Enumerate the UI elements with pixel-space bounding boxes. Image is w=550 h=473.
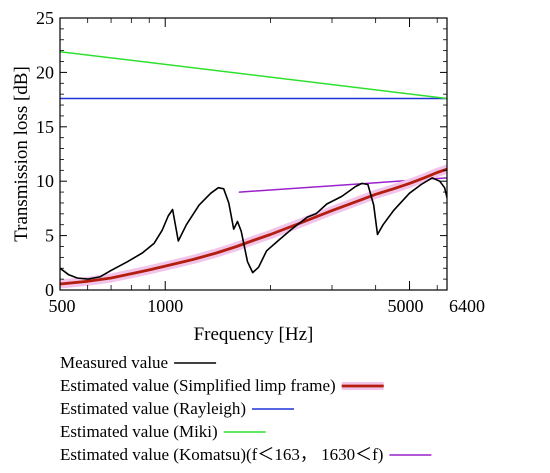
y-tick-label: 25 [36, 8, 54, 28]
legend-label: Estimated value (Rayleigh) [60, 399, 246, 418]
legend-label: Estimated value (Komatsu)(f＜163， 1630＜f) [60, 445, 383, 464]
x-axis-label: Frequency [Hz] [194, 324, 314, 345]
x-tick-label: 5000 [388, 296, 424, 316]
y-tick-label: 0 [45, 280, 54, 300]
series-line [60, 50, 447, 100]
y-tick-label: 20 [36, 62, 54, 82]
x-tick-label: 500 [49, 296, 76, 316]
plot-frame [59, 17, 448, 291]
legend-label: Estimated value (Simplified limp frame) [60, 376, 336, 395]
x-axis: 500 1000 5000 6400 [49, 18, 485, 316]
y-axis: 0 5 10 15 20 25 [36, 8, 447, 300]
plot-curves [60, 50, 447, 289]
series-line [60, 177, 447, 280]
x-tick-label: 1000 [147, 296, 183, 316]
y-axis-label: Transmission loss [dB] [11, 66, 32, 242]
x-tick-label: 6400 [449, 296, 485, 316]
y-tick-label: 10 [36, 171, 54, 191]
y-tick-label: 15 [36, 117, 54, 137]
legend: Measured value Estimated value (Simplifie… [60, 353, 432, 464]
legend-label: Measured value [60, 353, 168, 372]
legend-label: Estimated value (Miki) [60, 422, 218, 441]
series-line [60, 167, 447, 286]
y-tick-label: 5 [45, 226, 54, 246]
